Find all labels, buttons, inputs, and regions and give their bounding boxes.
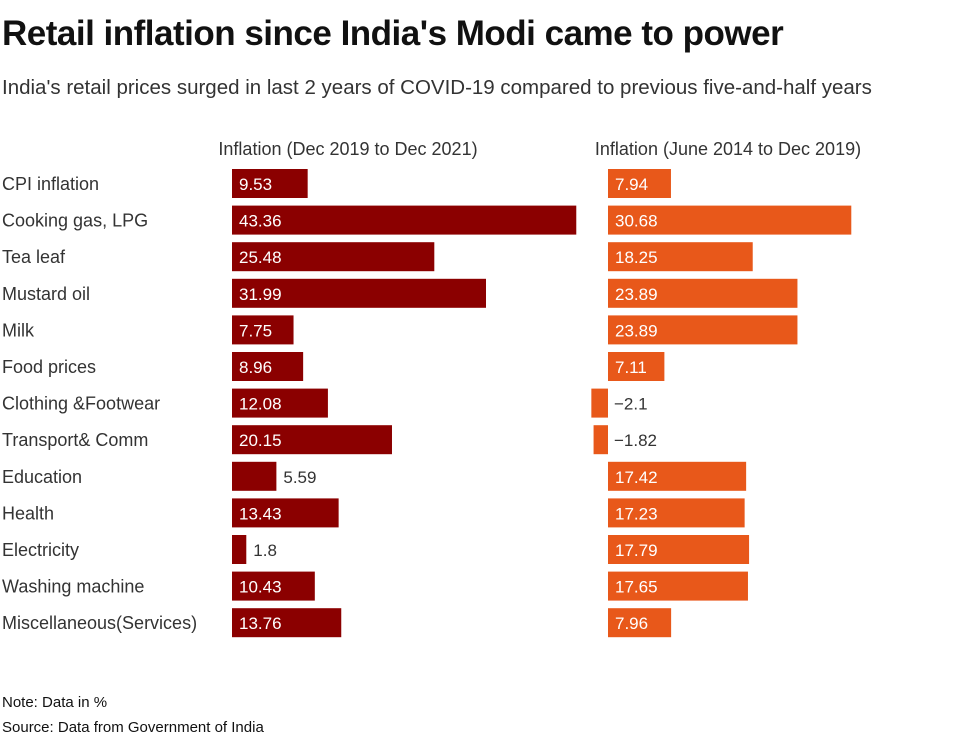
data-label: −2.1 bbox=[614, 395, 648, 414]
bar bbox=[232, 535, 247, 564]
note-text: Note: Data in % bbox=[2, 694, 108, 711]
chart-subtitle: India's retail prices surged in last 2 y… bbox=[2, 76, 872, 99]
category-label: Mustard oil bbox=[2, 284, 90, 304]
category-label: Health bbox=[2, 503, 54, 523]
bar bbox=[232, 498, 339, 528]
data-label: 13.43 bbox=[239, 504, 282, 523]
category-label: Milk bbox=[2, 320, 35, 340]
data-label: 17.42 bbox=[615, 468, 658, 487]
bar bbox=[608, 169, 671, 198]
series-header: Inflation (June 2014 to Dec 2019) bbox=[595, 139, 861, 159]
bar-chart: Inflation (Dec 2019 to Dec 2021) Inflatio… bbox=[2, 139, 861, 638]
chart-title: Retail inflation since India's Modi came… bbox=[2, 14, 784, 53]
category-label: Transport& Comm bbox=[2, 430, 148, 450]
category-label: Cooking gas, LPG bbox=[2, 211, 148, 231]
bar bbox=[593, 425, 608, 455]
bar bbox=[608, 278, 798, 308]
data-label: 7.96 bbox=[615, 614, 648, 633]
data-label: 17.65 bbox=[615, 578, 658, 597]
category-label: Washing machine bbox=[2, 577, 144, 597]
data-label: 12.08 bbox=[239, 395, 282, 414]
bar bbox=[232, 425, 392, 455]
data-label: −1.82 bbox=[614, 431, 657, 450]
bar bbox=[232, 278, 487, 308]
data-label: 7.94 bbox=[615, 175, 648, 194]
bar bbox=[232, 205, 577, 235]
series-header: Inflation (Dec 2019 to Dec 2021) bbox=[218, 139, 477, 159]
bar bbox=[608, 315, 798, 345]
bar bbox=[232, 608, 342, 638]
bar bbox=[232, 242, 435, 272]
bar bbox=[608, 352, 665, 381]
bar bbox=[608, 535, 750, 564]
category-label: Clothing &Footwear bbox=[2, 394, 160, 414]
data-label: 30.68 bbox=[615, 212, 658, 231]
data-label: 13.76 bbox=[239, 614, 282, 633]
source-text: Source: Data from Government of India bbox=[2, 719, 264, 736]
data-label: 17.23 bbox=[615, 504, 658, 523]
data-label: 18.25 bbox=[615, 248, 658, 267]
data-label: 7.75 bbox=[239, 321, 272, 340]
data-label: 25.48 bbox=[239, 248, 282, 267]
bar bbox=[608, 242, 753, 272]
data-label: 31.99 bbox=[239, 285, 282, 304]
category-label: Electricity bbox=[2, 540, 79, 560]
bar bbox=[608, 608, 672, 638]
bar bbox=[232, 461, 277, 491]
data-label: 23.89 bbox=[615, 285, 658, 304]
data-label: 8.96 bbox=[239, 358, 272, 377]
category-label: Miscellaneous(Services) bbox=[2, 613, 197, 633]
category-label: Tea leaf bbox=[2, 247, 66, 267]
data-label: 43.36 bbox=[239, 212, 282, 231]
category-label: CPI inflation bbox=[2, 174, 99, 194]
bar bbox=[232, 388, 328, 418]
bar bbox=[608, 498, 745, 528]
bar bbox=[232, 169, 308, 198]
bar bbox=[608, 205, 852, 235]
data-label: 23.89 bbox=[615, 321, 658, 340]
data-label: 9.53 bbox=[239, 175, 272, 194]
category-label: Food prices bbox=[2, 357, 96, 377]
data-label: 7.11 bbox=[615, 358, 647, 377]
bar bbox=[232, 315, 294, 345]
data-label: 1.8 bbox=[253, 541, 277, 560]
data-label: 10.43 bbox=[239, 578, 282, 597]
bar bbox=[232, 571, 315, 601]
data-label: 20.15 bbox=[239, 431, 282, 450]
data-label: 5.59 bbox=[283, 468, 316, 487]
bar bbox=[608, 571, 748, 601]
data-label: 17.79 bbox=[615, 541, 658, 560]
category-label: Education bbox=[2, 467, 82, 487]
bar bbox=[608, 461, 747, 491]
bar bbox=[232, 352, 304, 381]
bar bbox=[591, 388, 608, 418]
